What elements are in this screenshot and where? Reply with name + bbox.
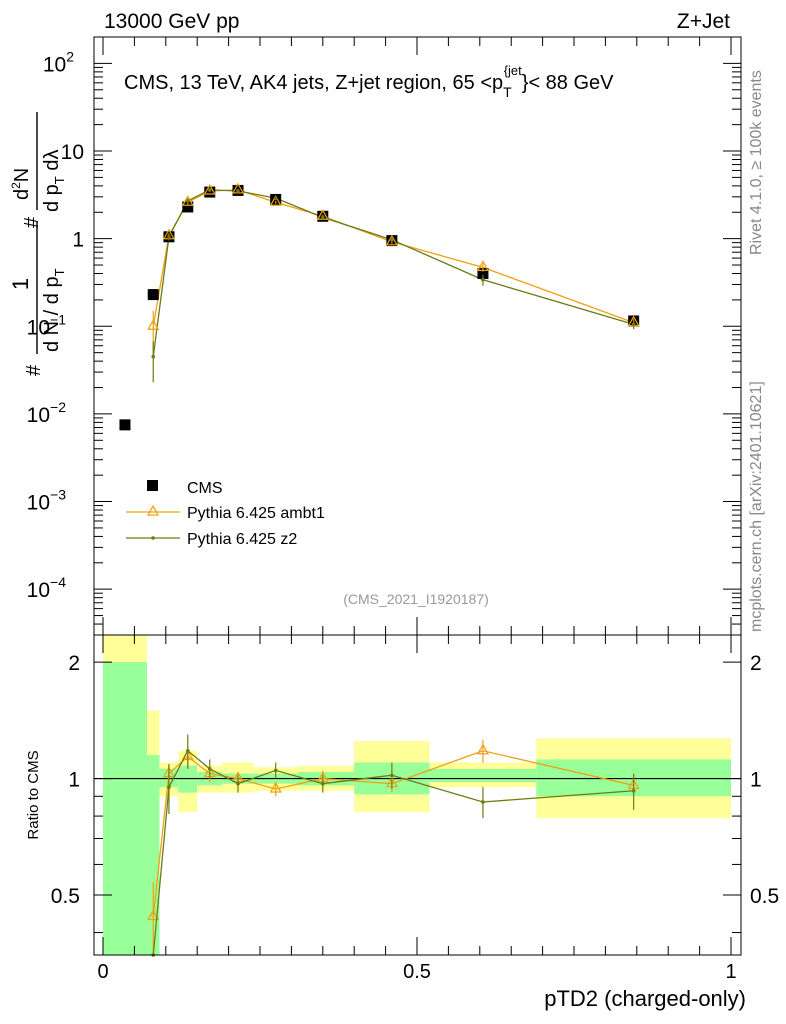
legend-ambt1-label: Pythia 6.425 ambt1 (187, 505, 325, 522)
svg-text:#: # (23, 364, 45, 376)
z2-point (631, 322, 636, 327)
ratio-z2-point (481, 800, 485, 804)
ratio-z2-point (207, 766, 212, 771)
ambt1-point (385, 234, 398, 246)
ratio-y-tick-label: 2 (68, 652, 80, 675)
ratio-band-inner (146, 755, 160, 955)
ratio-z2-point (390, 773, 394, 778)
z2-point (151, 354, 156, 359)
legend-ambt1-marker (146, 504, 160, 516)
ratio-z2-point (185, 748, 190, 753)
ratio-z2-point (273, 768, 278, 773)
legend-cms-marker (147, 480, 158, 491)
header-left: 13000 GeV pp (104, 10, 239, 33)
legend-z2-marker (151, 536, 155, 540)
x-tick-label: 1 (725, 961, 736, 983)
main-y-tick-label: 10−4 (27, 574, 67, 602)
z2-point (321, 215, 325, 220)
cms-data-point (119, 419, 131, 431)
header-right: Z+Jet (677, 10, 730, 33)
z2-point (273, 196, 278, 200)
rivet-side-label: Rivet 4.1.0, ≥ 100k events (748, 70, 765, 255)
z2-point (185, 199, 190, 203)
series-line-2 (152, 189, 634, 357)
ratio-y-tick-label-right: 2 (750, 652, 762, 675)
ratio-z2-point (321, 781, 325, 786)
ratio-ambt1-point (476, 743, 489, 755)
ratio-band-inner (103, 662, 147, 955)
analysis-id: (CMS_2021_I1920187) (343, 591, 489, 607)
z2-point (390, 238, 394, 242)
main-panel: 102 10 1 10−1 10−2 10−3 10−4 CMS, 13 TeV, AK4 … (27, 36, 742, 636)
ratio-line-0 (152, 750, 634, 917)
ambt1-point (203, 183, 216, 195)
legend-z2-label: Pythia 6.425 z2 (187, 531, 297, 548)
cms-data-point (182, 201, 194, 213)
ambt1-point (147, 319, 160, 330)
ratio-band-inner (429, 768, 537, 782)
main-y-tick-label: 10−3 (27, 487, 67, 515)
main-y-axis-label: 1 d N / d pT # d2N d pT dλ # (8, 112, 67, 376)
ratio-ambt1-point (147, 909, 160, 921)
x-axis-label: pTD2 (charged-only) (544, 986, 746, 1011)
svg-text:d pT dλ: d pT dλ (41, 150, 67, 212)
ambt1-point (476, 260, 489, 271)
z2-point (481, 277, 485, 282)
svg-text:1: 1 (8, 278, 33, 290)
series-line-1 (152, 189, 634, 327)
z2-point (167, 234, 171, 239)
ambt1-point (181, 195, 194, 206)
ratio-y-axis-label: Ratio to CMS (25, 750, 42, 839)
ambt1-point (269, 195, 282, 206)
main-y-tick-label: 1 (72, 229, 84, 252)
z2-point (236, 189, 240, 193)
ratio-z2-point (167, 785, 171, 790)
z2-point (207, 188, 212, 192)
x-tick-label: 0.5 (403, 961, 431, 983)
ratio-y-tick-label-right: 1 (750, 769, 762, 792)
svg-text:#: # (21, 216, 43, 228)
mcplots-side-label: mcplots.cern.ch [arXiv:2401.10621] (748, 381, 765, 632)
x-tick-label: 0 (97, 961, 108, 983)
svg-text:d2N: d2N (9, 168, 33, 200)
svg-text:d N / d pT: d N / d pT (41, 268, 67, 352)
ratio-line-1 (152, 749, 634, 956)
ratio-y-tick-label: 1 (68, 769, 80, 792)
ratio-ambt1-point (269, 781, 282, 793)
ratio-z2-point (236, 781, 240, 786)
main-y-tick-label: 10−2 (27, 399, 67, 427)
ratio-y-tick-label-right: 0.5 (750, 885, 779, 908)
legend: CMS Pythia 6.425 ambt1 Pythia 6.425 z2 (126, 480, 325, 548)
cms-data-point (147, 289, 159, 301)
main-y-tick-label: 10 (61, 141, 84, 164)
main-y-tick-label: 102 (43, 48, 74, 76)
ratio-panel: 2 2 1 1 0.5 0.5 (51, 634, 779, 957)
ratio-z2-point (631, 788, 636, 793)
ratio-y-tick-label: 0.5 (51, 885, 80, 908)
ambt1-point (232, 182, 245, 194)
chart-title: CMS, 13 TeV, AK4 jets, Z+jet region, 65 … (124, 63, 614, 100)
main-y-tick-label: 10−1 (27, 311, 67, 339)
legend-cms-label: CMS (187, 480, 223, 497)
cms-data-point (477, 268, 489, 280)
